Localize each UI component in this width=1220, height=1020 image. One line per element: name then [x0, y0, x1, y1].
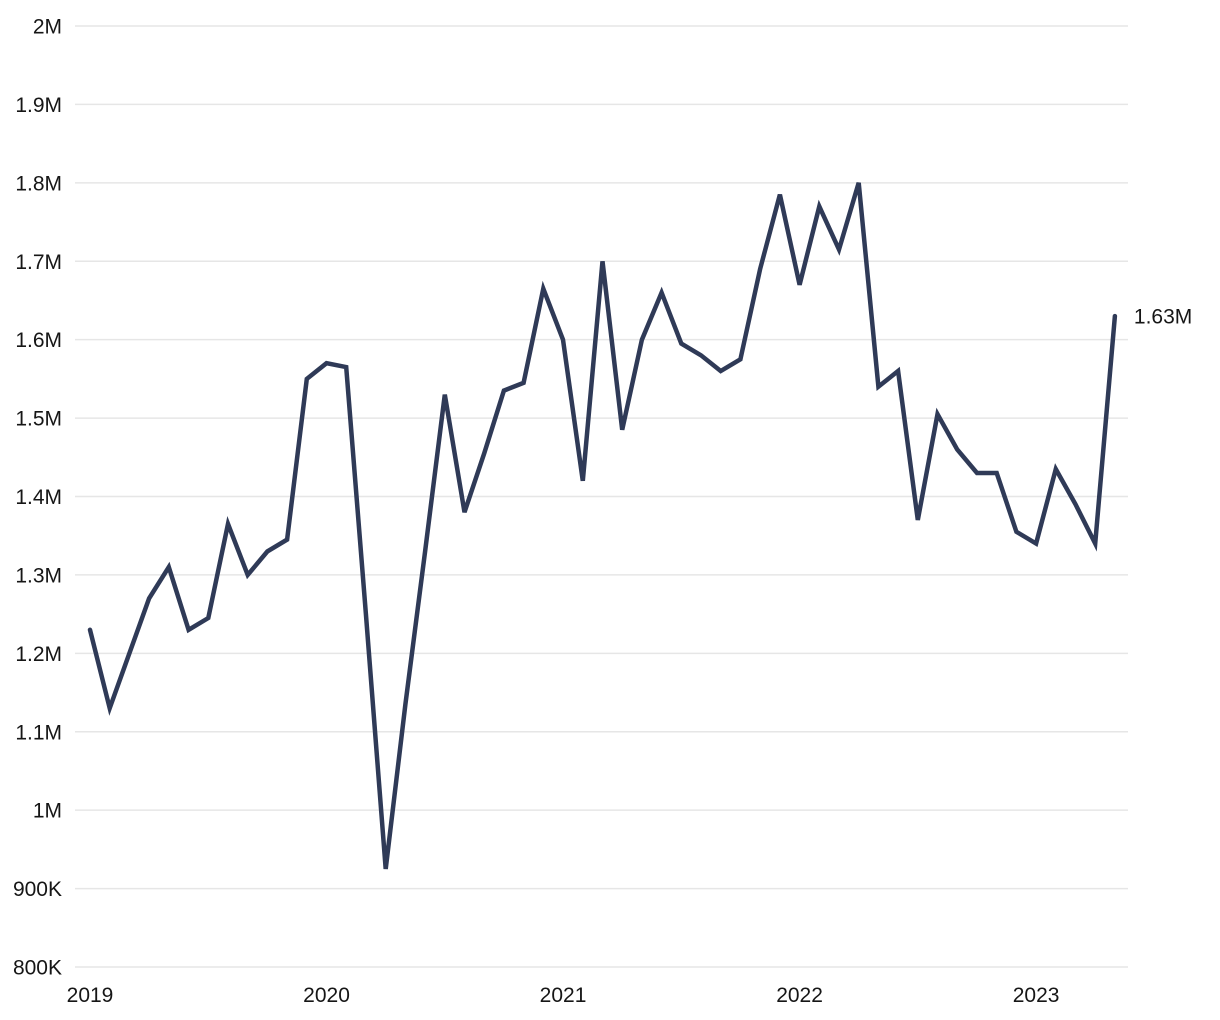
x-tick-label: 2019 [67, 984, 114, 1007]
y-tick-label: 900K [13, 878, 62, 901]
y-tick-label: 1.7M [15, 251, 62, 274]
data-line [87, 182, 1118, 870]
y-tick-label: 1.1M [15, 721, 62, 744]
x-tick-label: 2022 [776, 984, 823, 1007]
y-tick-label: 1.9M [15, 94, 62, 117]
y-tick-label: 1.3M [15, 564, 62, 587]
y-tick-label: 1M [33, 800, 62, 823]
y-tick-label: 1.4M [15, 486, 62, 509]
x-tick-label: 2023 [1013, 984, 1060, 1007]
y-tick-label: 1.5M [15, 408, 62, 431]
y-tick-label: 1.2M [15, 643, 62, 666]
x-tick-label: 2021 [540, 984, 587, 1007]
x-tick-label: 2020 [303, 984, 350, 1007]
y-tick-label: 800K [13, 957, 62, 980]
y-tick-label: 2M [33, 16, 62, 39]
y-tick-label: 1.6M [15, 329, 62, 352]
y-tick-label: 1.8M [15, 172, 62, 195]
end-value-label: 1.63M [1134, 306, 1192, 329]
